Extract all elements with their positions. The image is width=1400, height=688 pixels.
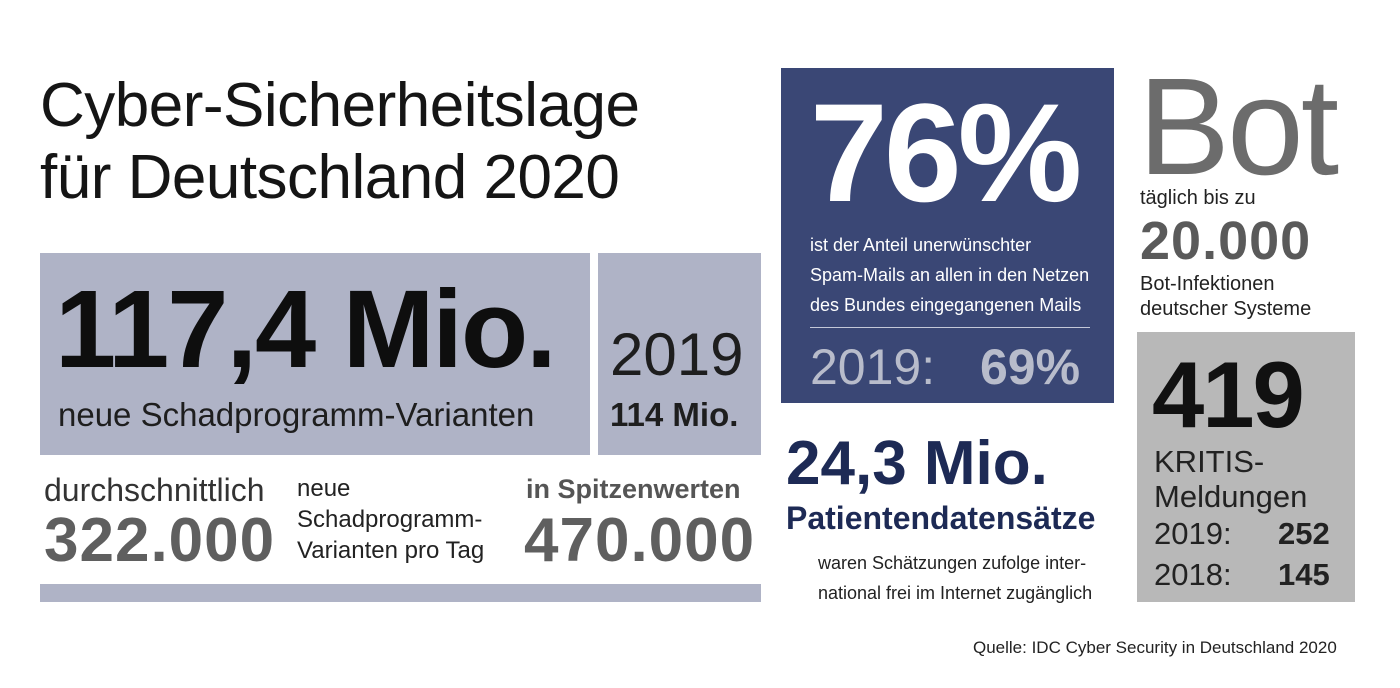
daily-avg-label: durchschnittlich (44, 472, 265, 508)
kritis-row-value: 252 (1278, 516, 1330, 551)
kritis-row-value: 145 (1278, 557, 1330, 592)
patients-line-1: waren Schätzungen zufolge inter- (818, 553, 1087, 573)
daily-description-line-2: Schadprogramm- (297, 506, 483, 533)
daily-description-line-1: neue (297, 475, 351, 502)
spam-line-2: Spam-Mails an allen in den Netzen (810, 265, 1090, 285)
kritis-row: 2019: 252 (1154, 516, 1330, 552)
kritis-value: 419 (1152, 342, 1305, 447)
divider-bar (40, 584, 761, 602)
malware-panel (40, 253, 590, 455)
kritis-row: 2018: 145 (1154, 557, 1330, 593)
malware-value: 117,4 Mio. (55, 268, 557, 391)
kritis-line-1: KRITIS- (1154, 444, 1265, 479)
spam-description: ist der Anteil unerwünschter Spam-Mails … (810, 230, 1089, 320)
spam-prev-value: 69% (980, 339, 1081, 395)
patients-description: waren Schätzungen zufolge inter- nationa… (818, 548, 1092, 608)
kritis-row-label: 2019: (1154, 516, 1232, 551)
malware-2019-panel (598, 253, 761, 455)
bot-description: Bot-Infektionen deutscher Systeme (1140, 272, 1311, 322)
spam-panel (781, 68, 1114, 403)
spam-separator (810, 327, 1090, 328)
patients-label: Patientendatensätze (786, 500, 1096, 536)
patients-value: 24,3 Mio. (786, 429, 1048, 498)
daily-avg-value: 322.000 (44, 506, 276, 575)
bot-value: 20.000 (1140, 211, 1312, 271)
patients-line-2: national frei im Internet zugänglich (818, 583, 1093, 603)
source-note: Quelle: IDC Cyber Security in Deutschlan… (973, 638, 1337, 657)
spam-value: 76% (810, 74, 1082, 231)
bot-line-2: deutscher Systeme (1140, 298, 1312, 320)
kritis-label: KRITIS- Meldungen (1154, 444, 1307, 514)
daily-peak-value: 470.000 (524, 506, 756, 575)
bot-label: täglich bis zu (1140, 187, 1256, 209)
spam-line-1: ist der Anteil unerwünschter (810, 235, 1032, 255)
malware-label: neue Schadprogramm-Varianten (58, 396, 535, 433)
kritis-row-label: 2018: (1154, 557, 1232, 592)
title-line-1: Cyber-Sicherheitslage (40, 71, 640, 140)
spam-line-3: des Bundes eingegangenen Mails (810, 295, 1082, 315)
daily-description-line-3: Varianten pro Tag (297, 537, 485, 564)
page-title: Cyber-Sicherheitslage für Deutschland 20… (40, 70, 640, 214)
daily-peak-label: in Spitzenwerten (526, 474, 741, 504)
bot-title: Bot (1138, 50, 1339, 204)
malware-prev-value: 114 Mio. (610, 396, 739, 433)
bot-line-1: Bot-Infektionen (1140, 273, 1275, 295)
kritis-panel (1137, 332, 1355, 602)
kritis-line-2: Meldungen (1154, 479, 1308, 514)
title-line-2: für Deutschland 2020 (40, 143, 620, 212)
spam-prev-label: 2019: (810, 339, 936, 395)
malware-prev-year: 2019 (610, 321, 744, 388)
daily-description: neue Schadprogramm- Varianten pro Tag (297, 473, 484, 566)
